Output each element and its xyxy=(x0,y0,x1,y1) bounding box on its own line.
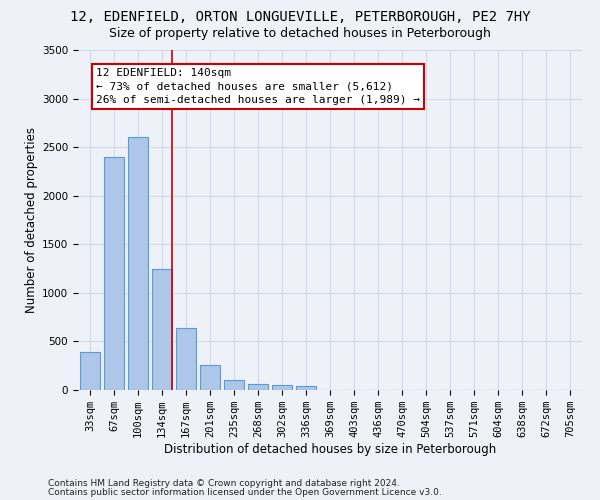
Bar xyxy=(152,268,172,390)
Bar xyxy=(128,138,148,390)
Bar xyxy=(248,384,268,390)
Bar xyxy=(104,157,124,390)
X-axis label: Distribution of detached houses by size in Peterborough: Distribution of detached houses by size … xyxy=(164,443,496,456)
Y-axis label: Number of detached properties: Number of detached properties xyxy=(25,127,38,313)
Text: 12, EDENFIELD, ORTON LONGUEVILLE, PETERBOROUGH, PE2 7HY: 12, EDENFIELD, ORTON LONGUEVILLE, PETERB… xyxy=(70,10,530,24)
Bar xyxy=(224,380,244,390)
Text: 12 EDENFIELD: 140sqm
← 73% of detached houses are smaller (5,612)
26% of semi-de: 12 EDENFIELD: 140sqm ← 73% of detached h… xyxy=(96,68,420,105)
Bar xyxy=(200,364,220,390)
Text: Contains public sector information licensed under the Open Government Licence v3: Contains public sector information licen… xyxy=(48,488,442,497)
Text: Contains HM Land Registry data © Crown copyright and database right 2024.: Contains HM Land Registry data © Crown c… xyxy=(48,478,400,488)
Text: Size of property relative to detached houses in Peterborough: Size of property relative to detached ho… xyxy=(109,28,491,40)
Bar xyxy=(296,386,316,390)
Bar xyxy=(272,384,292,390)
Bar xyxy=(176,328,196,390)
Bar xyxy=(80,352,100,390)
